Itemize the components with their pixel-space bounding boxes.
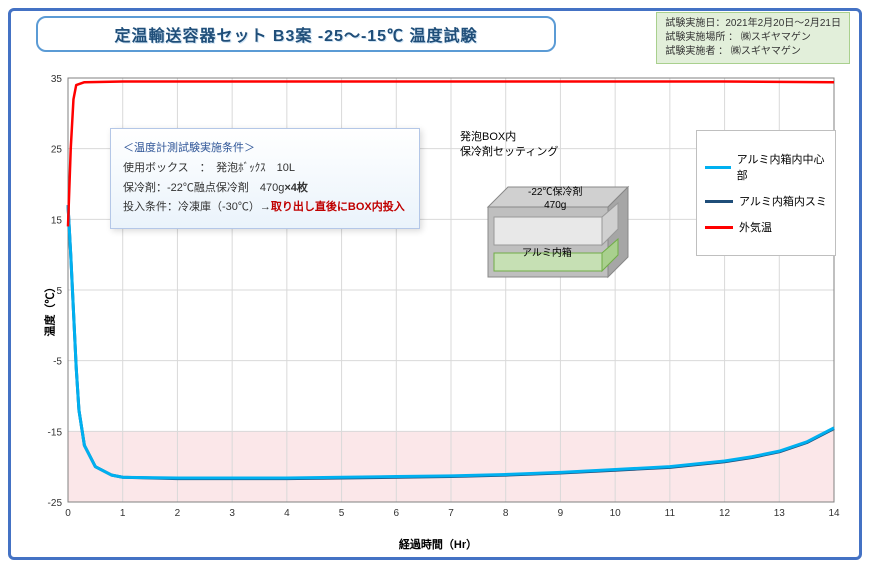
conditions-panel: ＜温度計測試験実施条件＞ 使用ボックス ： 発泡ﾎﾞｯｸｽ 10L 保冷剤：-2…: [110, 128, 420, 229]
legend-swatch: [705, 166, 731, 169]
svg-text:13: 13: [774, 508, 786, 519]
svg-text:4: 4: [284, 508, 290, 519]
svg-text:7: 7: [448, 508, 454, 519]
legend-swatch: [705, 200, 733, 203]
svg-text:12: 12: [719, 508, 731, 519]
svg-text:-15: -15: [48, 427, 63, 438]
svg-text:3: 3: [229, 508, 235, 519]
page-title: 定温輸送容器セット B3案 -25〜-15℃ 温度試験: [114, 22, 477, 46]
legend-item: アルミ内箱内中心部: [705, 151, 827, 183]
svg-text:5: 5: [56, 286, 62, 297]
svg-text:11: 11: [665, 508, 676, 519]
chart-legend: アルミ内箱内中心部 アルミ内箱内スミ 外気温: [696, 130, 836, 256]
legend-item: アルミ内箱内スミ: [705, 193, 827, 209]
x-axis-label: 経過時間（Hr）: [26, 536, 850, 552]
svg-text:-25: -25: [48, 498, 63, 509]
conditions-heading: ＜温度計測試験実施条件＞: [123, 139, 407, 159]
svg-text:2: 2: [175, 508, 181, 519]
svg-text:14: 14: [828, 508, 840, 519]
legend-label: アルミ内箱内スミ: [739, 193, 827, 209]
box-diagram: 発泡BOX内保冷剤セッティング -22℃保冷剤470g アルミ内箱: [460, 130, 660, 302]
coolant-label: -22℃保冷剤470g: [528, 186, 582, 212]
legend-label: 外気温: [739, 219, 772, 235]
svg-text:15: 15: [51, 215, 63, 226]
svg-text:1: 1: [120, 508, 126, 519]
svg-text:0: 0: [65, 508, 71, 519]
svg-text:6: 6: [394, 508, 400, 519]
test-info-box: 試験実施日：2021年2月20日〜2月21日 試験実施場所 ： ㈱スギヤマゲン …: [656, 12, 850, 64]
info-line: 試験実施日：2021年2月20日〜2月21日: [665, 17, 841, 31]
info-line: 試験実施者 ： ㈱スギヤマゲン: [665, 45, 841, 59]
legend-label: アルミ内箱内中心部: [737, 151, 827, 183]
legend-swatch: [705, 226, 733, 229]
conditions-row: 投入条件：冷凍庫（-30℃）→取り出し直後にBOX内投入: [123, 198, 407, 218]
svg-text:-5: -5: [53, 357, 62, 368]
svg-text:8: 8: [503, 508, 509, 519]
inner-box-label: アルミ内箱: [522, 244, 572, 259]
info-line: 試験実施場所 ： ㈱スギヤマゲン: [665, 31, 841, 45]
svg-text:5: 5: [339, 508, 345, 519]
title-box: 定温輸送容器セット B3案 -25〜-15℃ 温度試験: [36, 16, 556, 52]
diagram-title: 発泡BOX内保冷剤セッティング: [460, 130, 660, 161]
svg-text:10: 10: [610, 508, 622, 519]
svg-text:35: 35: [51, 74, 63, 85]
legend-item: 外気温: [705, 219, 827, 235]
conditions-row: 保冷剤：-22℃融点保冷剤 470g×4枚: [123, 179, 407, 199]
conditions-row: 使用ボックス ： 発泡ﾎﾞｯｸｽ 10L: [123, 159, 407, 179]
svg-text:9: 9: [558, 508, 564, 519]
svg-text:25: 25: [51, 145, 63, 156]
